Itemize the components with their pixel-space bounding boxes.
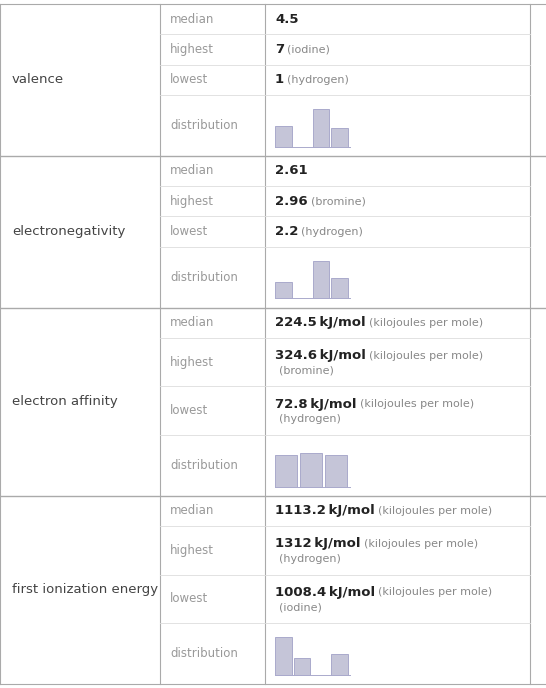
Text: lowest: lowest	[170, 74, 208, 87]
Text: median: median	[170, 504, 215, 517]
Text: (kilojoules per mole): (kilojoules per mole)	[378, 588, 492, 597]
Bar	[331, 278, 348, 299]
Text: 2.96: 2.96	[275, 195, 307, 208]
Text: (iodine): (iodine)	[279, 603, 322, 612]
Text: highest: highest	[170, 43, 214, 56]
Bar	[312, 109, 329, 147]
Text: distribution: distribution	[170, 647, 238, 660]
Text: valence: valence	[12, 74, 64, 87]
Text: electron affinity: electron affinity	[12, 395, 118, 408]
Text: 2.2: 2.2	[275, 225, 298, 238]
Text: median: median	[170, 164, 215, 178]
Text: 1008.4 kJ/mol: 1008.4 kJ/mol	[275, 586, 375, 599]
Text: highest: highest	[170, 544, 214, 557]
Text: electronegativity: electronegativity	[12, 225, 126, 238]
Text: 1: 1	[275, 74, 284, 87]
Text: 4.5: 4.5	[275, 12, 299, 25]
Text: 324.6 kJ/mol: 324.6 kJ/mol	[275, 349, 366, 362]
Text: first ionization energy: first ionization energy	[12, 583, 158, 596]
Text: distribution: distribution	[170, 459, 238, 472]
Bar	[312, 261, 329, 299]
Text: (bromine): (bromine)	[279, 366, 334, 376]
Text: highest: highest	[170, 356, 214, 369]
Text: lowest: lowest	[170, 405, 208, 418]
Bar	[275, 281, 292, 299]
Text: (kilojoules per mole): (kilojoules per mole)	[369, 318, 483, 327]
Text: (kilojoules per mole): (kilojoules per mole)	[369, 351, 483, 361]
Text: (iodine): (iodine)	[287, 45, 330, 54]
Text: lowest: lowest	[170, 225, 208, 238]
Bar	[294, 658, 310, 675]
Text: 72.8 kJ/mol: 72.8 kJ/mol	[275, 398, 357, 411]
Text: (hydrogen): (hydrogen)	[279, 414, 341, 424]
Text: distribution: distribution	[170, 270, 238, 283]
Bar	[325, 455, 347, 486]
Bar	[275, 455, 297, 486]
Text: (hydrogen): (hydrogen)	[279, 554, 341, 564]
Text: median: median	[170, 12, 215, 25]
Text: lowest: lowest	[170, 592, 208, 605]
Bar	[331, 654, 348, 675]
Text: distribution: distribution	[170, 119, 238, 132]
Text: 224.5 kJ/mol: 224.5 kJ/mol	[275, 316, 366, 330]
Text: 7: 7	[275, 43, 284, 56]
Text: 2.61: 2.61	[275, 164, 307, 178]
Text: (hydrogen): (hydrogen)	[301, 226, 363, 237]
Text: 1113.2 kJ/mol: 1113.2 kJ/mol	[275, 504, 375, 517]
Text: (kilojoules per mole): (kilojoules per mole)	[364, 539, 478, 549]
Text: median: median	[170, 316, 215, 330]
Text: (kilojoules per mole): (kilojoules per mole)	[359, 399, 473, 409]
Bar	[331, 128, 348, 147]
Bar	[275, 126, 292, 147]
Text: (kilojoules per mole): (kilojoules per mole)	[378, 506, 492, 516]
Text: (bromine): (bromine)	[311, 196, 365, 206]
Bar	[300, 453, 322, 486]
Text: highest: highest	[170, 195, 214, 208]
Text: (hydrogen): (hydrogen)	[287, 75, 349, 85]
Text: 1312 kJ/mol: 1312 kJ/mol	[275, 537, 360, 550]
Bar	[275, 637, 292, 675]
